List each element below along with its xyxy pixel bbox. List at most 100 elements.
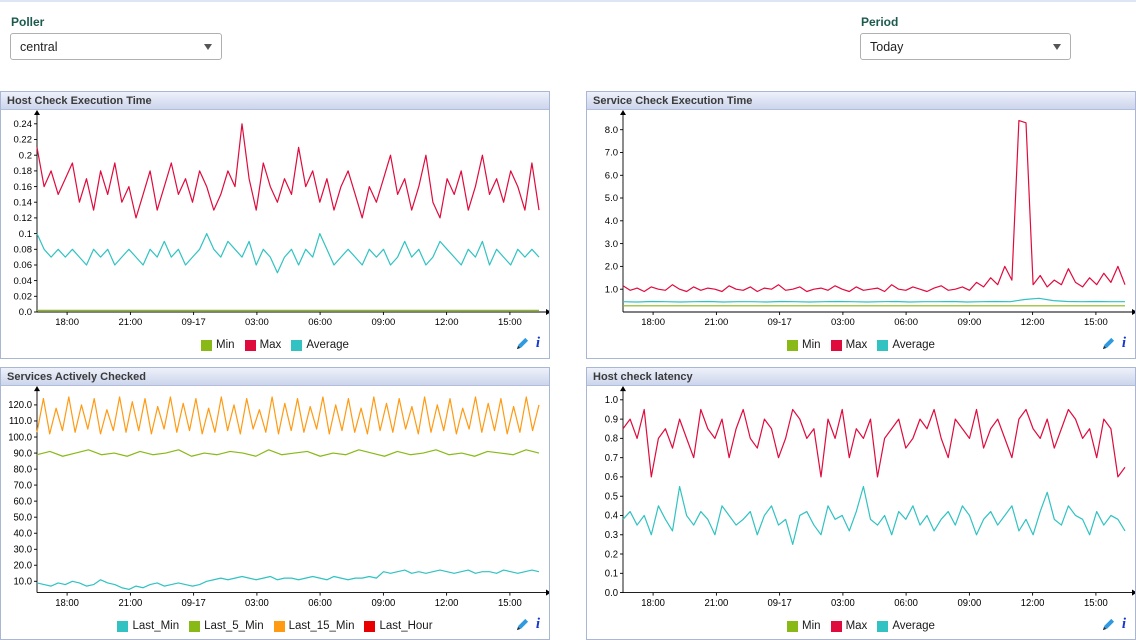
panel-service-check-execution-time: Service Check Execution Time 1.0 2.0 3.0 4.… xyxy=(586,91,1136,359)
legend-item: Last_15_Min xyxy=(273,620,355,632)
series-Max xyxy=(622,408,1126,478)
period-select[interactable]: Today xyxy=(860,33,1071,60)
x-tick-label: 15:00 xyxy=(1084,598,1108,609)
y-tick-label: 100.0 xyxy=(8,432,32,443)
y-tick-label: 0.18 xyxy=(14,166,33,177)
edit-graph-icon[interactable] xyxy=(1102,337,1115,350)
legend-swatch xyxy=(830,339,842,351)
y-tick-label: 0.3 xyxy=(605,530,618,541)
x-tick-label: 09-17 xyxy=(767,317,791,328)
edit-graph-icon[interactable] xyxy=(1102,618,1115,631)
series-Last_5_Min xyxy=(36,449,540,457)
line-chart[interactable]: 1.0 2.0 3.0 4.0 5.0 6.0 7.0 8.0 18:00 21:00 09-17 0… xyxy=(587,110,1135,332)
legend-swatch xyxy=(117,620,129,632)
chart-legend: Min Max Average xyxy=(782,339,940,351)
panel-title-bar: Host Check Execution Time xyxy=(1,92,549,110)
x-tick-label: 21:00 xyxy=(705,317,729,328)
x-tick-label: 06:00 xyxy=(894,598,918,609)
legend-label: Last_15_Min xyxy=(288,620,355,632)
x-tick-label: 09:00 xyxy=(958,317,982,328)
x-tick-label: 21:00 xyxy=(119,317,143,328)
line-chart[interactable]: 0.0 0.02 0.04 0.06 0.08 0.1 0.12 0.14 0.16 0.18 0.… xyxy=(1,110,549,332)
legend-item: Last_5_Min xyxy=(189,620,264,632)
x-tick-label: 12:00 xyxy=(435,598,459,609)
info-icon[interactable]: i xyxy=(535,616,540,632)
y-tick-label: 0.8 xyxy=(605,434,618,445)
x-tick-label: 12:00 xyxy=(435,317,459,328)
x-tick-label: 06:00 xyxy=(894,317,918,328)
legend-swatch xyxy=(787,620,799,632)
series-Last_Min xyxy=(36,569,540,590)
poller-select-value: central xyxy=(20,39,58,54)
y-tick-label: 7.0 xyxy=(605,148,618,159)
legend-label: Last_Hour xyxy=(379,620,433,632)
y-tick-label: 0.4 xyxy=(605,511,619,522)
line-chart[interactable]: 10.0 20.0 30.0 40.0 50.0 60.0 70.0 80.0 90.0 100.… xyxy=(1,386,549,613)
poller-label: Poller xyxy=(11,15,45,29)
filter-bar: Poller central Period Today xyxy=(0,0,1136,91)
panel-title: Services Actively Checked xyxy=(7,370,147,383)
legend-swatch xyxy=(273,620,285,632)
x-tick-label: 03:00 xyxy=(245,317,269,328)
panel-services-actively-checked: Services Actively Checked 10.0 20.0 30.0 40… xyxy=(0,367,550,640)
line-chart[interactable]: 0.0 0.1 0.2 0.3 0.4 0.5 0.6 0.7 0.8 0.9 1.0 18:00 21… xyxy=(587,386,1135,613)
x-tick-label: 15:00 xyxy=(1084,317,1108,328)
legend-swatch xyxy=(189,620,201,632)
y-tick-label: 120.0 xyxy=(8,400,32,411)
panel-title: Host check latency xyxy=(593,370,693,383)
edit-graph-icon[interactable] xyxy=(516,337,529,350)
y-tick-label: 0.0 xyxy=(19,307,32,318)
panel-title-bar: Host check latency xyxy=(587,368,1135,386)
x-tick-label: 15:00 xyxy=(498,598,522,609)
legend-label: Last_Min xyxy=(132,620,180,632)
legend-label: Average xyxy=(306,339,349,351)
legend-item: Max xyxy=(830,620,867,632)
graph-canvas[interactable]: 1.0 2.0 3.0 4.0 5.0 6.0 7.0 8.0 18:00 21:00 09-17 0… xyxy=(587,110,1135,332)
info-icon[interactable]: i xyxy=(535,335,540,351)
legend-item: Last_Hour xyxy=(364,620,433,632)
x-tick-label: 09:00 xyxy=(372,317,396,328)
y-tick-label: 30.0 xyxy=(14,544,32,555)
legend-label: Min xyxy=(802,339,821,351)
y-tick-label: 0.2 xyxy=(19,150,32,161)
panel-title-bar: Service Check Execution Time xyxy=(587,92,1135,110)
y-tick-label: 0.16 xyxy=(14,182,33,193)
panel-footer: Min Max Average i xyxy=(587,613,1135,639)
y-tick-label: 0.04 xyxy=(14,276,33,287)
legend-swatch xyxy=(201,339,213,351)
y-tick-label: 0.2 xyxy=(605,549,618,560)
x-tick-label: 21:00 xyxy=(705,598,729,609)
y-tick-label: 110.0 xyxy=(9,416,32,427)
x-tick-label: 03:00 xyxy=(245,598,269,609)
y-tick-label: 0.06 xyxy=(14,260,33,271)
y-tick-label: 4.0 xyxy=(605,216,618,227)
legend-swatch xyxy=(291,339,303,351)
dashboard-grid: Host Check Execution Time 0.0 0.02 0.04 0.0… xyxy=(0,91,1136,640)
legend-label: Average xyxy=(892,339,935,351)
legend-item: Min xyxy=(787,620,821,632)
y-tick-label: 0.24 xyxy=(14,119,33,130)
series-Max xyxy=(622,120,1126,293)
graph-canvas[interactable]: 0.0 0.02 0.04 0.06 0.08 0.1 0.12 0.14 0.16 0.18 0.… xyxy=(1,110,549,332)
legend-item: Average xyxy=(291,339,349,351)
edit-graph-icon[interactable] xyxy=(516,618,529,631)
x-tick-label: 03:00 xyxy=(831,317,855,328)
y-tick-label: 1.0 xyxy=(605,284,618,295)
graph-canvas[interactable]: 0.0 0.1 0.2 0.3 0.4 0.5 0.6 0.7 0.8 0.9 1.0 18:00 21… xyxy=(587,386,1135,613)
y-tick-label: 3.0 xyxy=(605,239,618,250)
legend-swatch xyxy=(877,339,889,351)
info-icon[interactable]: i xyxy=(1121,616,1126,632)
x-tick-label: 09:00 xyxy=(372,598,396,609)
panel-footer: Min Max Average i xyxy=(1,332,549,358)
y-tick-label: 0.08 xyxy=(14,245,33,256)
y-tick-label: 2.0 xyxy=(605,262,618,273)
y-tick-label: 0.0 xyxy=(605,588,618,599)
y-tick-label: 0.6 xyxy=(605,472,618,483)
x-tick-label: 09-17 xyxy=(181,317,205,328)
x-tick-label: 09-17 xyxy=(767,598,791,609)
graph-canvas[interactable]: 10.0 20.0 30.0 40.0 50.0 60.0 70.0 80.0 90.0 100.… xyxy=(1,386,549,613)
panel-footer: Min Max Average i xyxy=(587,332,1135,358)
x-tick-label: 18:00 xyxy=(641,598,665,609)
info-icon[interactable]: i xyxy=(1121,335,1126,351)
poller-select[interactable]: central xyxy=(10,33,222,60)
